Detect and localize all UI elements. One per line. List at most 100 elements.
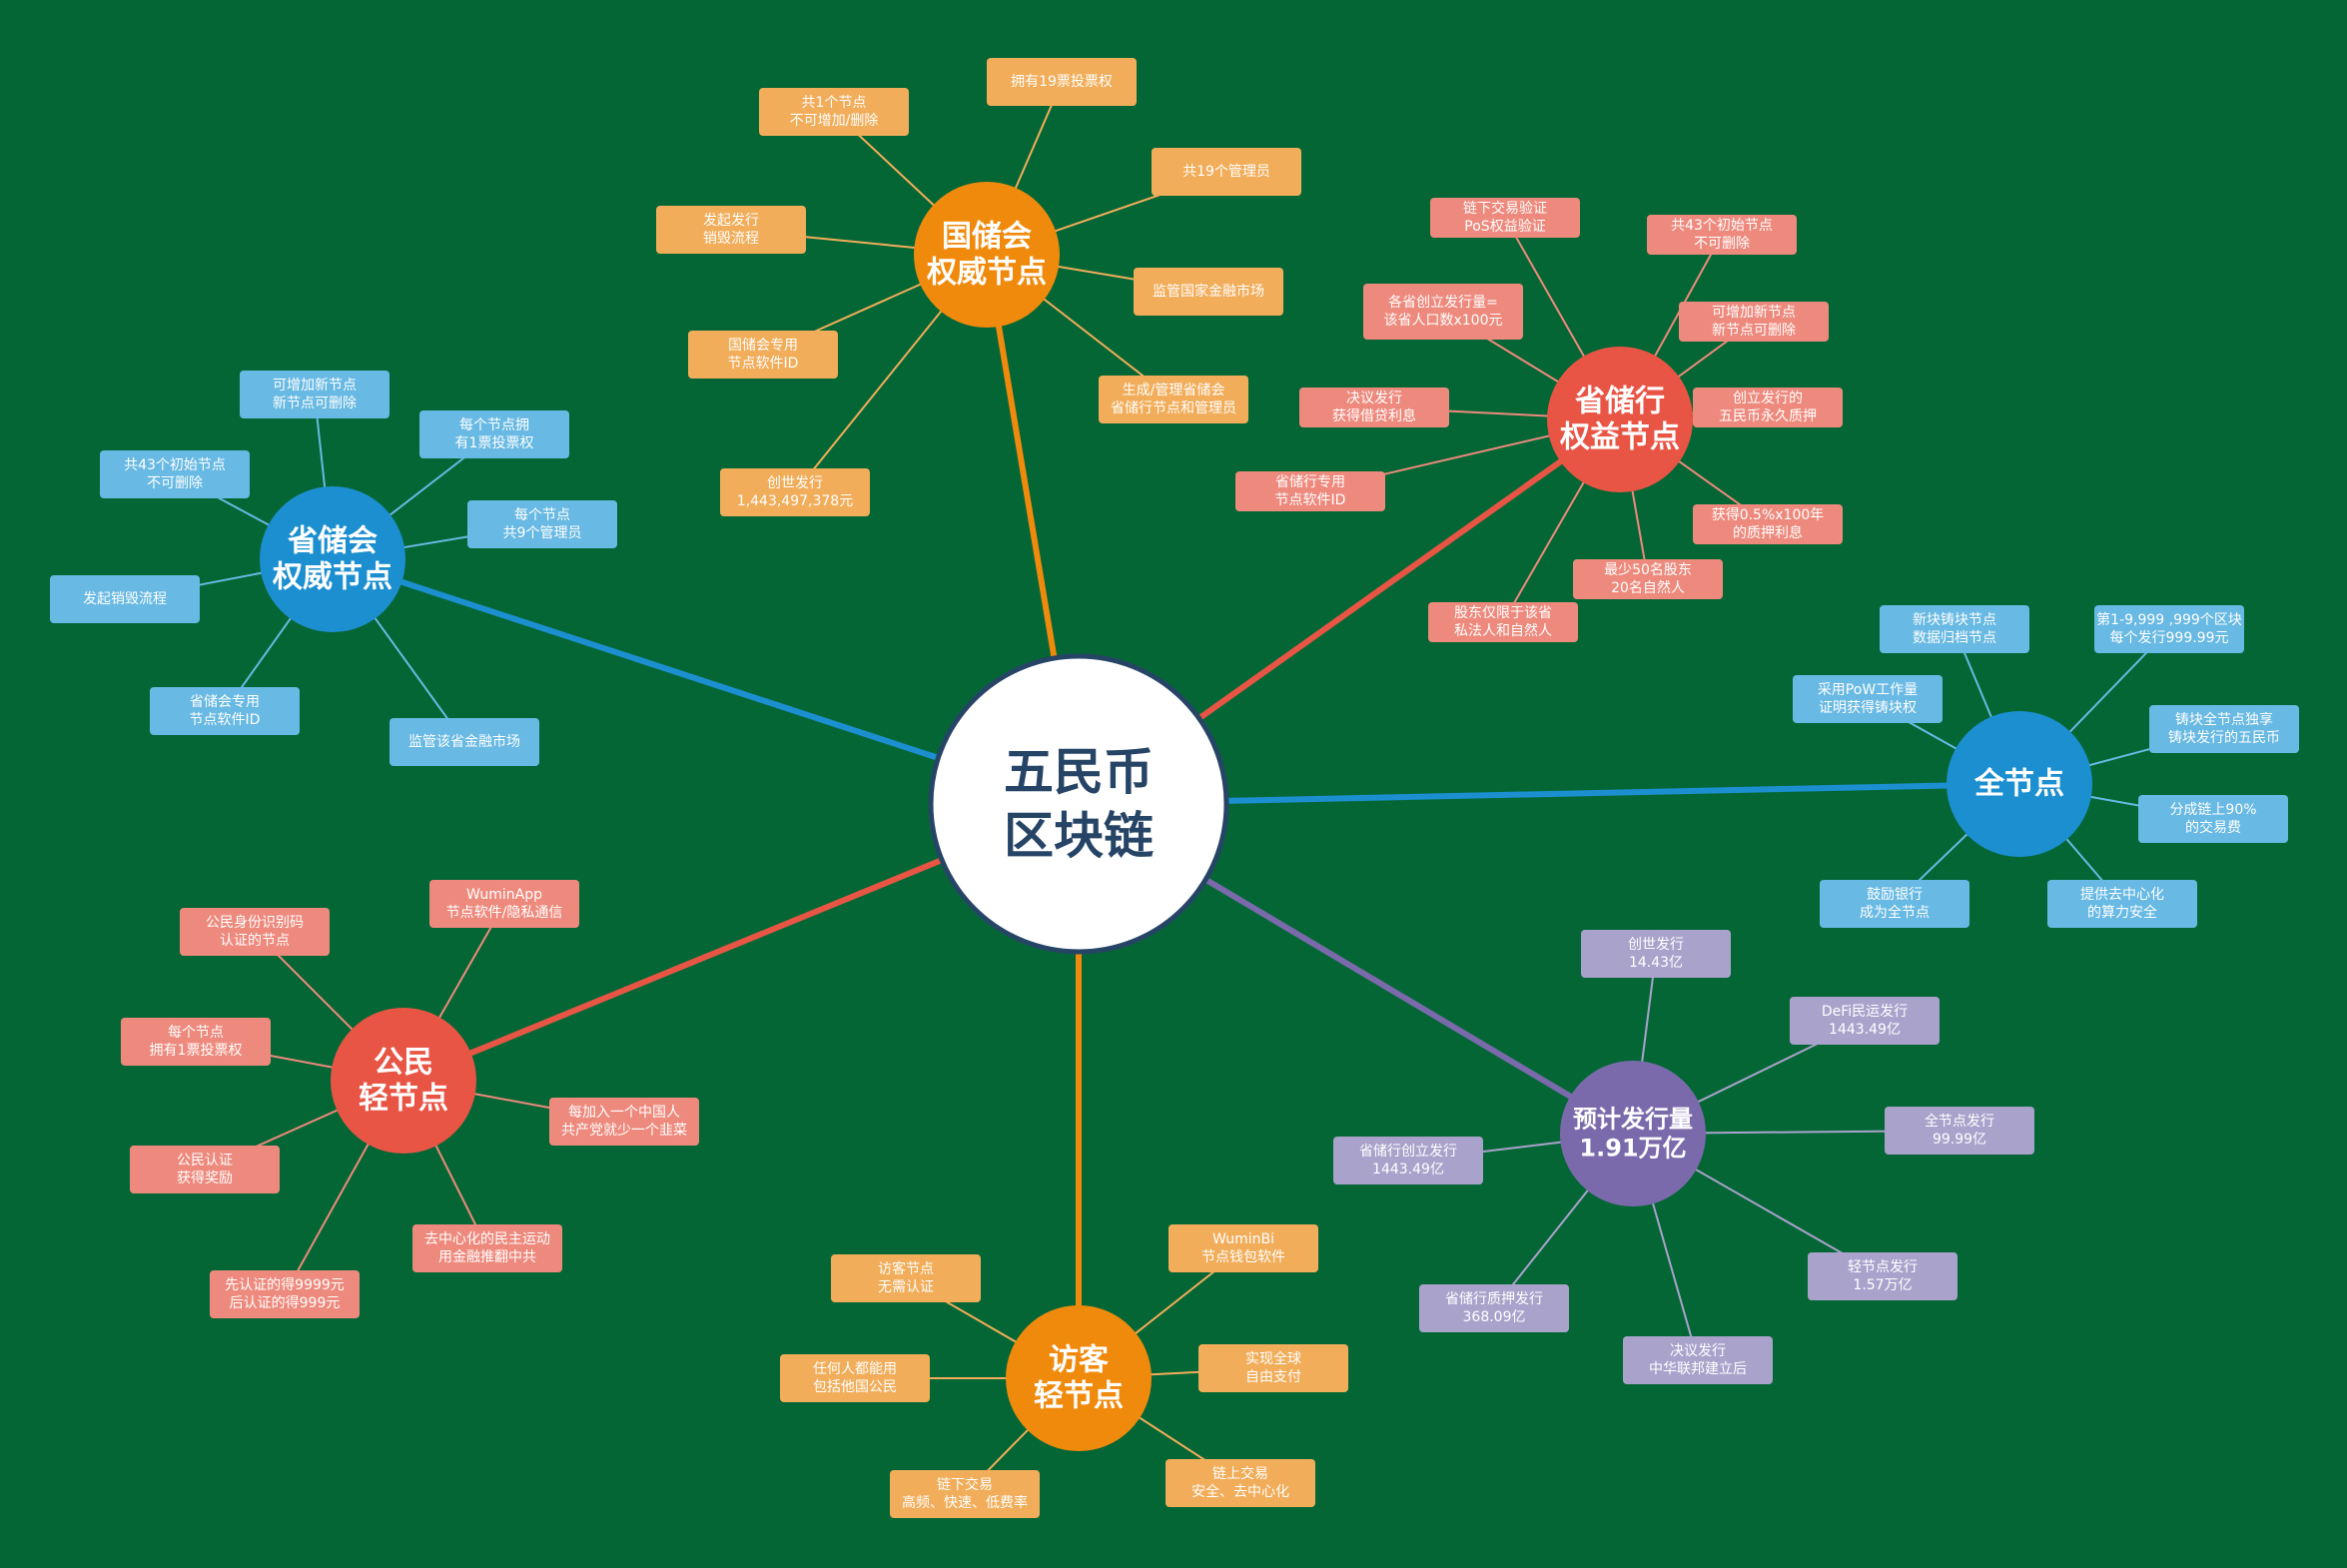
leaf-node-issuance[interactable]: 省储行创立发行 1443.49亿 bbox=[1333, 1137, 1483, 1184]
leaf-label: 链上交易 bbox=[1212, 1465, 1268, 1482]
leaf-node-national-council[interactable]: 拥有19票投票权 bbox=[987, 58, 1137, 106]
leaf-label: 共9个管理员 bbox=[503, 525, 582, 541]
leaf-box bbox=[1198, 1344, 1348, 1392]
hub-full-node[interactable]: 全节点 bbox=[1947, 711, 2092, 857]
leaf-label: 节点软件ID bbox=[190, 712, 261, 728]
leaf-label: 创世发行 bbox=[1628, 937, 1684, 953]
leaf-label: 1.57万亿 bbox=[1853, 1277, 1912, 1293]
leaf-label: 公民身份识别码 bbox=[206, 915, 304, 931]
leaf-box bbox=[1693, 504, 1843, 544]
leaf-box bbox=[2094, 605, 2244, 653]
leaf-box bbox=[656, 206, 806, 254]
leaf-node-issuance[interactable]: 全节点发行 99.99亿 bbox=[1885, 1107, 2034, 1155]
leaf-box bbox=[720, 468, 870, 516]
leaf-box bbox=[1166, 1459, 1315, 1507]
leaf-label: 决议发行 bbox=[1670, 1343, 1726, 1359]
leaf-label: 每个节点拥 bbox=[459, 417, 529, 433]
leaf-box bbox=[50, 575, 200, 623]
leaf-node-visitor-light[interactable]: WuminBi 节点钱包软件 bbox=[1169, 1224, 1318, 1272]
leaf-label: 创立发行的 bbox=[1733, 391, 1803, 406]
leaf-node-issuance[interactable]: 创世发行 14.43亿 bbox=[1581, 930, 1731, 978]
leaf-node-issuance[interactable]: 轻节点发行 1.57万亿 bbox=[1808, 1252, 1957, 1300]
leaf-label: 包括他国公民 bbox=[813, 1379, 897, 1395]
leaf-label: 的交易费 bbox=[2185, 819, 2241, 836]
leaf-box bbox=[1430, 198, 1580, 238]
leaf-box bbox=[419, 410, 569, 458]
leaf-label: 1,443,497,378元 bbox=[737, 493, 853, 509]
hub-title: 轻节点 bbox=[359, 1082, 448, 1117]
leaf-node-citizen-light[interactable]: WuminApp 节点软件/隐私通信 bbox=[429, 880, 579, 928]
leaf-box bbox=[890, 1470, 1040, 1518]
leaf-node-national-council[interactable]: 共19个管理员 bbox=[1152, 148, 1301, 196]
leaf-box bbox=[780, 1354, 930, 1402]
leaf-label: 销毁流程 bbox=[703, 231, 759, 247]
leaf-label: 决议发行 bbox=[1346, 391, 1402, 406]
leaf-label: 链下交易 bbox=[937, 1476, 993, 1493]
hub-circle bbox=[1560, 1061, 1706, 1206]
leaf-label: 节点钱包软件 bbox=[1201, 1249, 1285, 1265]
leaf-label: 各省创立发行量= bbox=[1388, 295, 1498, 311]
leaf-node-national-council[interactable]: 创世发行 1,443,497,378元 bbox=[720, 468, 870, 516]
leaf-node-provincial-council[interactable]: 监管该省金融市场 bbox=[390, 718, 539, 766]
leaf-node-provincial-council[interactable]: 发起销毁流程 bbox=[50, 575, 200, 623]
leaf-label: 铸块全节点独享 bbox=[2175, 711, 2273, 728]
leaf-node-full-node[interactable]: 分成链上90%的交易费 bbox=[2138, 795, 2288, 843]
hub-title: 轻节点 bbox=[1034, 1379, 1124, 1414]
leaf-label: 创世发行 bbox=[767, 475, 823, 491]
leaf-node-issuance[interactable]: DeFi民运发行 1443.49亿 bbox=[1790, 997, 1940, 1045]
hub-title: 公民 bbox=[374, 1046, 433, 1081]
leaf-node-provincial-bank[interactable]: 各省创立发行量= 该省人口数x100元 bbox=[1363, 284, 1523, 340]
center-title: 区块链 bbox=[1004, 807, 1154, 865]
leaf-node-issuance[interactable]: 省储行质押发行 368.09亿 bbox=[1419, 1284, 1569, 1332]
leaf-box bbox=[240, 371, 390, 418]
leaf-box bbox=[1793, 675, 1943, 723]
leaf-node-national-council[interactable]: 监管国家金融市场 bbox=[1134, 268, 1283, 316]
leaf-label: 新节点可删除 bbox=[273, 395, 357, 411]
leaf-node-provincial-bank[interactable]: 链下交易验证 PoS权益验证 bbox=[1430, 198, 1580, 238]
leaf-box bbox=[390, 718, 539, 766]
